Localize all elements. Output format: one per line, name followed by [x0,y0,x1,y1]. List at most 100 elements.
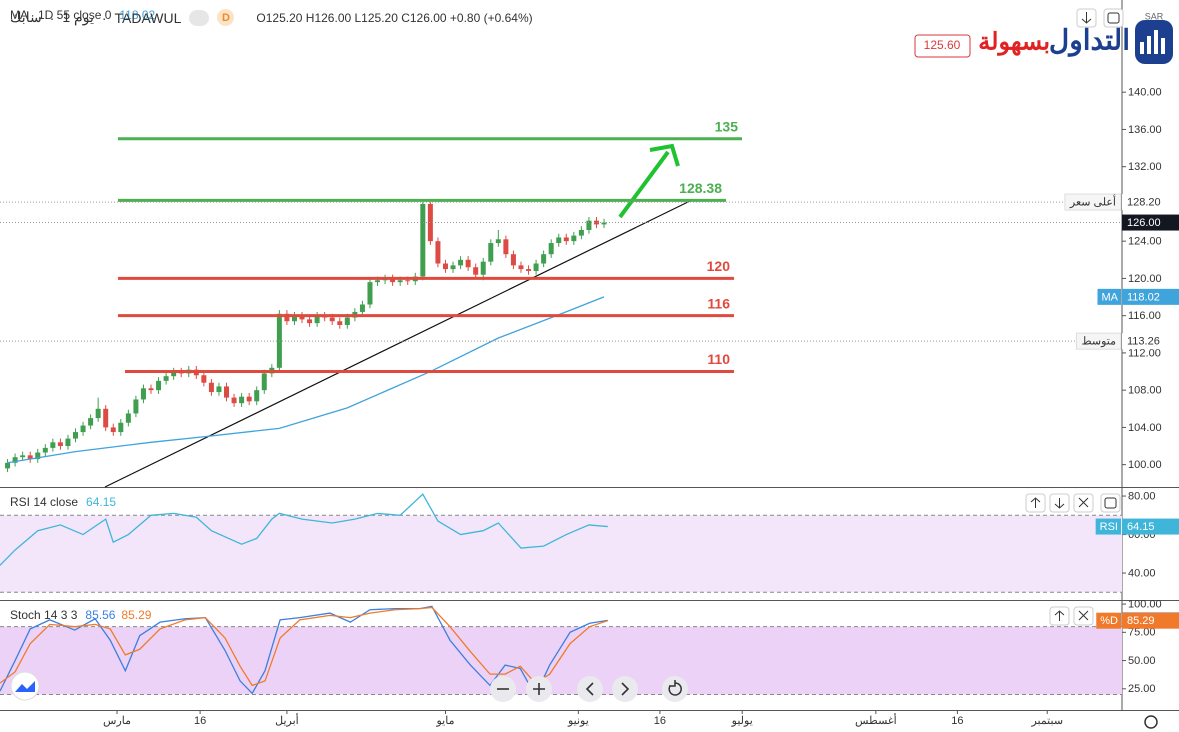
price-label: 128.20 [1127,196,1161,208]
y-tick-label: 140.00 [1128,87,1162,99]
x-tick-label: مايو [435,715,454,727]
candle-body [548,243,554,255]
band [0,515,1122,593]
candle-body [420,203,426,277]
series-line [7,296,605,464]
candle-body [88,418,94,426]
price-label: 113.26 [1127,336,1160,348]
separator: · [101,9,107,26]
x-tick-label: يونيو [567,715,589,727]
candle-body [261,373,267,391]
candle-body [510,254,516,266]
icon-glyph [1107,12,1120,24]
logo-main: التداول [1049,24,1130,57]
logo-price-box [914,34,971,58]
candle-body [73,432,79,439]
candle-body [503,239,509,255]
candle-body [473,267,479,275]
icon-maximize[interactable] [1103,8,1124,28]
candle-body [50,442,56,448]
candle-body [593,220,599,225]
arrow-shaft [618,150,670,219]
candle-body [563,237,569,242]
icon-glyph [1054,498,1065,509]
candle-body [390,278,396,283]
candle-body [12,457,18,463]
axis-value-label: 126.00 [1127,217,1161,229]
candle-body [224,386,230,398]
candle-body [231,397,237,404]
candle-body [118,422,124,433]
currency: SAR [1145,11,1164,21]
chart-header: سابك · يوم 1 · TADAWUL D O125.20 H126.00 L… [10,9,533,26]
candle-body [42,447,48,453]
y-tick-label: 80.00 [1128,490,1156,502]
logo-price: 125.60 [924,38,961,52]
status-pill[interactable] [189,9,210,26]
candle-body [480,261,486,275]
icon-glyph [1078,497,1089,508]
y-tick-label: 100.00 [1128,459,1162,471]
badge[interactable]: D [217,9,235,26]
legend-title: RSI 14 close [10,495,78,509]
series-line [0,605,608,698]
candle-body [375,280,381,283]
axis-value-box [1122,518,1179,535]
y-tick-label: 136.00 [1128,124,1162,136]
y-tick-label: 108.00 [1128,385,1162,397]
ohlc: O125.20 H126.00 L125.20 C126.00 +0.80 (+… [256,10,533,25]
level-label: 135 [715,118,739,134]
y-tick-label: 100.00 [1128,598,1162,610]
icon-glyph [1104,497,1117,509]
interval: يوم 1 [62,9,94,25]
candle-body [397,280,403,283]
candle-body [556,237,562,244]
arrow-head [649,143,680,167]
candle-body [344,317,350,325]
axis-tag-label: MA [1102,291,1119,303]
candle-body [103,408,109,428]
axis-value-label: 85.29 [1127,615,1155,627]
candle-body [314,315,320,324]
axis-tag-label: RSI [1100,521,1118,533]
x-tick-label: أغسطس [855,713,897,727]
candle-body [291,315,297,322]
target-arrow [618,143,680,219]
candle-body [307,319,313,324]
candle-body [246,396,252,402]
axis-value-box [1122,612,1179,629]
candle-body [299,315,305,320]
icon-glyph [1030,497,1041,508]
trend-line [104,200,691,488]
candle-body [571,235,577,242]
candle-body [80,425,86,433]
candle-body [601,222,607,225]
candle-body [586,220,592,230]
icon-glyph [1081,12,1092,24]
top-icons [1076,8,1124,28]
y-tick-label: 75.00 [1128,627,1156,639]
y-tick-label: 40.00 [1128,567,1156,579]
candle-body [35,452,41,460]
axis-tag-box [1097,288,1121,305]
candle-body [284,313,290,322]
candle-body [20,455,26,458]
candle-body [367,282,373,305]
exchange: TADAWUL [114,9,182,26]
pane-maximize[interactable] [1100,493,1121,513]
candle-body [405,280,411,282]
x-tick-label: سبتمبر [1030,715,1063,727]
y-tick-label: 50.00 [1128,655,1156,667]
candle-body [171,371,177,377]
price-label-box [1122,333,1179,350]
candle-body [541,254,547,264]
y-tick-label: 112.00 [1128,347,1161,359]
legend-title: Stoch 14 3 3 [10,608,78,622]
legend-value: 85.29 [121,608,151,622]
series-line [0,493,608,566]
price-label-text: أعلى سعر [1069,194,1116,208]
x-tick-label: 16 [654,715,666,727]
price-label-text-box [1064,193,1122,211]
series-line [0,606,609,687]
